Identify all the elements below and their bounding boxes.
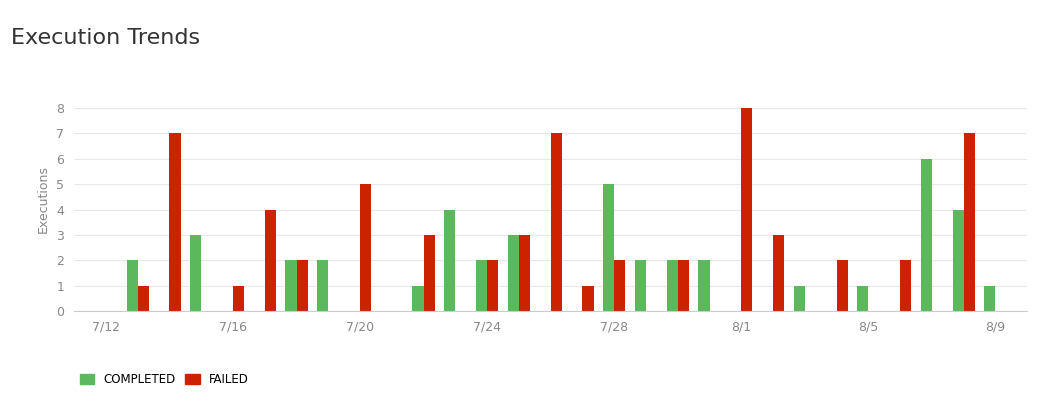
Bar (191, 235, 201, 311)
Bar (519, 235, 531, 311)
Bar (699, 261, 710, 311)
Bar (985, 286, 995, 311)
Bar (445, 209, 455, 311)
Bar (857, 286, 868, 311)
Legend: COMPLETED, FAILED: COMPLETED, FAILED (80, 373, 249, 386)
Bar (920, 159, 932, 311)
Bar (297, 261, 308, 311)
Text: Execution Trends: Execution Trends (11, 28, 200, 48)
Bar (667, 261, 678, 311)
Bar (794, 286, 805, 311)
Bar (424, 235, 435, 311)
Bar (837, 261, 848, 311)
Bar (127, 261, 138, 311)
Bar (233, 286, 244, 311)
Bar (678, 261, 689, 311)
Bar (773, 235, 784, 311)
Bar (138, 286, 148, 311)
Bar (634, 261, 646, 311)
Bar (413, 286, 424, 311)
Y-axis label: Executions: Executions (36, 166, 50, 233)
Bar (953, 209, 964, 311)
Bar (551, 134, 561, 311)
Bar (169, 134, 180, 311)
Bar (582, 286, 594, 311)
Bar (964, 134, 974, 311)
Bar (360, 184, 371, 311)
Bar (741, 108, 752, 311)
Bar (603, 184, 614, 311)
Bar (265, 209, 275, 311)
Bar (487, 261, 499, 311)
Bar (900, 261, 911, 311)
Bar (614, 261, 625, 311)
Bar (286, 261, 297, 311)
Bar (477, 261, 487, 311)
Bar (318, 261, 328, 311)
Bar (508, 235, 519, 311)
